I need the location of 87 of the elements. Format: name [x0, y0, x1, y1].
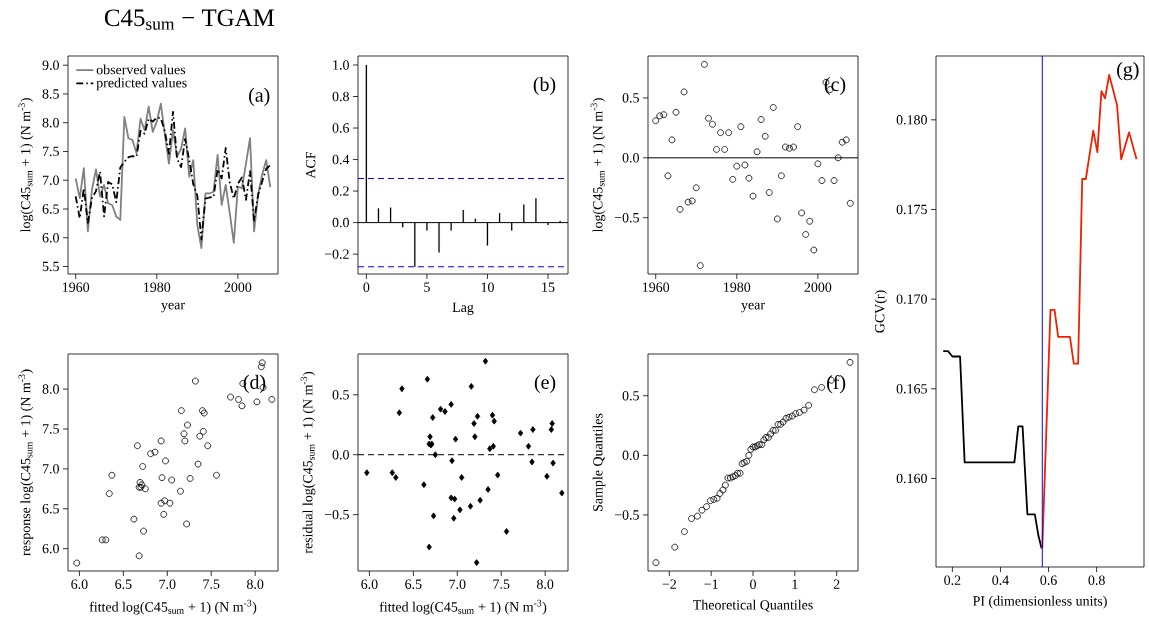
- y-tick-label: 0.0: [622, 450, 639, 461]
- x-tick-label: −1: [704, 579, 718, 589]
- x-tick-label: −2: [662, 579, 676, 589]
- x-tick-label: 2000: [804, 282, 832, 292]
- y-tick-label: 0.180: [896, 115, 927, 125]
- x-tick-label: 6.5: [115, 579, 132, 589]
- y-axis-title: response log(C45$_{sum}$ + 1) (N m$^{-3}$): [18, 369, 34, 556]
- x-tick-label: 0: [750, 579, 756, 589]
- y-tick-label: −0.5: [614, 212, 639, 223]
- x-tick-label: 6.5: [405, 579, 422, 589]
- y-tick-label: 0.8: [332, 91, 349, 102]
- x-tick-label: 7.0: [159, 579, 176, 589]
- x-axis-title: fitted log(C45$_{sum}$ + 1) (N m$^{-3}$): [89, 599, 257, 615]
- x-tick-label: 0: [363, 282, 370, 292]
- annotation: (b): [533, 76, 556, 96]
- legend-label: observed values: [96, 64, 186, 75]
- x-tick-label: 0.8: [1088, 575, 1105, 585]
- y-tick-label: 7.5: [42, 424, 59, 434]
- y-tick-label: 0.165: [896, 384, 927, 394]
- y-tick-label: −0.2: [324, 249, 349, 259]
- annotation: (f): [827, 374, 846, 394]
- y-tick-label: 8.0: [42, 384, 59, 394]
- y-tick-label: 0.5: [622, 390, 639, 401]
- x-axis-title: year: [741, 302, 765, 313]
- y-axis-title: log(C45$_{sum}$ + 1) (N m$^{-3}$): [18, 98, 34, 233]
- y-tick-label: 6.0: [42, 233, 59, 243]
- y-tick-label: 6.5: [42, 204, 59, 214]
- y-tick-label: 0.6: [332, 123, 350, 133]
- y-tick-label: 7.0: [42, 464, 59, 474]
- x-tick-label: 2000: [224, 282, 252, 292]
- y-tick-label: 1.0: [333, 60, 349, 70]
- y-tick-label: 5.5: [42, 261, 59, 272]
- x-tick-label: 5: [424, 282, 430, 292]
- x-axis-title: PI (dimensionless units): [973, 595, 1107, 609]
- x-axis-title: Lag: [452, 302, 474, 315]
- x-tick-label: 15: [542, 282, 555, 292]
- annotation: (d): [243, 374, 266, 393]
- y-axis-title: ACF: [305, 151, 316, 179]
- x-tick-label: 1980: [724, 282, 751, 292]
- y-tick-label: 0.0: [332, 449, 349, 460]
- y-tick-label: 0.2: [332, 186, 349, 196]
- y-tick-label: 0.160: [896, 473, 927, 484]
- annotation: (c): [824, 76, 846, 96]
- y-tick-label: 8.0: [42, 117, 59, 128]
- x-tick-label: 6.0: [71, 579, 88, 589]
- y-tick-label: 0.5: [622, 93, 639, 103]
- x-tick-label: 0.4: [992, 575, 1009, 585]
- y-tick-label: −0.5: [614, 510, 639, 520]
- x-tick-label: 0.2: [944, 575, 961, 585]
- y-axis-title: Sample Quantiles: [592, 413, 606, 511]
- chart-title: C45$_{sum}$ − TGAM: [104, 9, 275, 30]
- y-axis-title: residual log(C45$_{sum}$ + 1) (N m$^{-3}$): [300, 371, 316, 554]
- x-tick-label: 1: [792, 579, 798, 589]
- y-axis-title: GCV(r): [874, 290, 888, 333]
- annotation: (g): [1117, 62, 1139, 81]
- x-axis-title: Theoretical Quantiles: [693, 599, 813, 612]
- x-tick-label: 10: [481, 282, 494, 292]
- y-tick-label: 0.175: [896, 204, 927, 215]
- x-tick-label: 8.0: [536, 579, 554, 589]
- x-axis-title: year: [161, 302, 185, 313]
- x-tick-label: 8.0: [246, 579, 264, 589]
- y-tick-label: 0.0: [332, 217, 349, 228]
- y-tick-label: 6.0: [42, 543, 59, 554]
- y-tick-label: 6.5: [42, 504, 59, 514]
- y-axis-title: log(C45$_{sum}$ + 1) (N m$^{-3}$): [590, 98, 606, 233]
- x-tick-label: 6.0: [361, 579, 378, 589]
- y-tick-label: 0.5: [332, 390, 349, 400]
- y-tick-label: 9.0: [42, 60, 59, 70]
- x-tick-label: 1980: [144, 282, 171, 292]
- x-tick-label: 7.5: [203, 579, 220, 589]
- y-tick-label: 8.5: [42, 89, 59, 99]
- x-tick-label: 1960: [62, 282, 90, 292]
- x-axis-title: fitted log(C45$_{sum}$ + 1) (N m$^{-3}$): [379, 599, 547, 615]
- x-tick-label: 7.0: [449, 579, 466, 589]
- x-tick-label: 0.6: [1040, 575, 1057, 585]
- annotation: (a): [249, 87, 270, 106]
- y-tick-label: 0.4: [332, 154, 350, 165]
- y-tick-label: 7.5: [42, 146, 59, 157]
- x-tick-label: 7.5: [493, 579, 510, 589]
- y-tick-label: 0.170: [896, 294, 927, 304]
- y-tick-label: −0.5: [324, 509, 349, 520]
- x-tick-label: 2: [833, 579, 840, 589]
- annotation: (e): [534, 374, 556, 393]
- legend-label: predicted values: [96, 77, 187, 91]
- y-tick-label: 0.0: [622, 153, 639, 163]
- x-tick-label: 1960: [642, 282, 670, 292]
- y-tick-label: 7.0: [42, 175, 59, 185]
